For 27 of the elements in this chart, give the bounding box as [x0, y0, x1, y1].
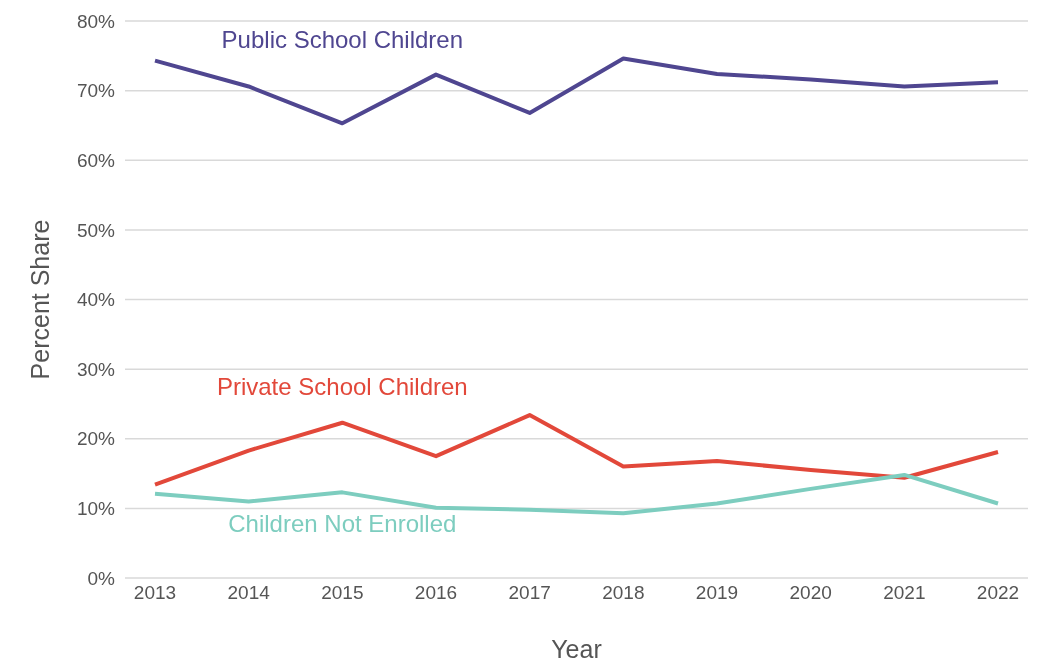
- line-series: [153, 413, 1000, 487]
- series-label: Private School Children: [216, 372, 468, 400]
- y-tick-label: 10%: [76, 498, 116, 520]
- x-axis-title: Year: [551, 635, 602, 663]
- x-tick-label: 2013: [133, 582, 177, 604]
- x-tick-label: 2018: [602, 582, 645, 604]
- y-tick-label: 60%: [76, 149, 116, 171]
- line-series: [153, 472, 1000, 516]
- y-axis-title: Percent Share: [25, 219, 54, 380]
- x-tick-label: 2020: [789, 582, 832, 604]
- x-tick-label: 2017: [508, 582, 551, 604]
- y-tick-label: 20%: [76, 428, 116, 450]
- x-tick-label: 2016: [414, 582, 458, 604]
- line-series: [153, 56, 1000, 126]
- x-tick-label: 2014: [227, 582, 271, 604]
- series-label: Children Not Enrolled: [228, 510, 457, 538]
- x-tick-label: 2022: [976, 582, 1020, 604]
- y-tick-label: 0%: [87, 567, 116, 589]
- x-tick-label: 2019: [695, 582, 739, 604]
- y-tick-label: 50%: [76, 219, 116, 241]
- y-tick-label: 80%: [76, 10, 116, 32]
- series-label: Public School Children: [221, 26, 464, 54]
- x-tick-label: 2021: [883, 582, 926, 604]
- y-tick-label: 30%: [76, 358, 116, 380]
- y-tick-label: 40%: [76, 289, 116, 311]
- x-tick-label: 2015: [321, 582, 364, 604]
- y-tick-label: 70%: [76, 80, 116, 102]
